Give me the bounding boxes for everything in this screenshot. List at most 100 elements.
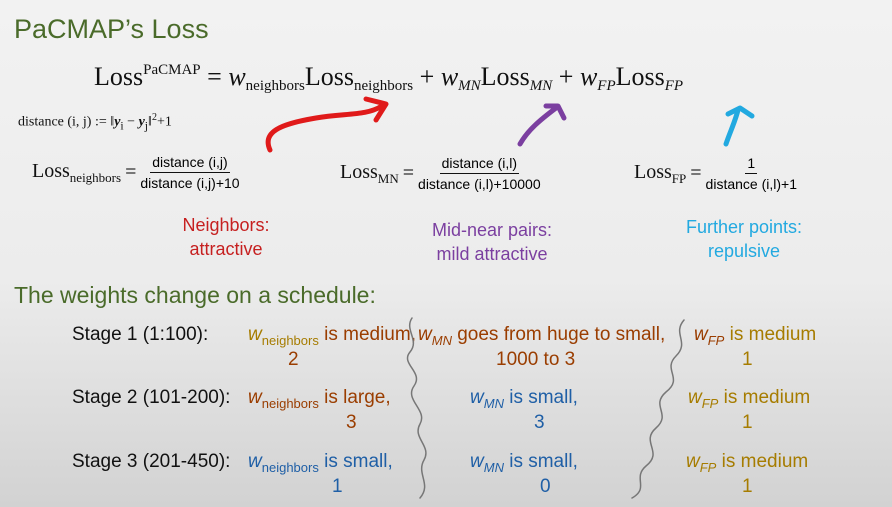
stage-1-neighbors-value: 2 [288,349,299,370]
weight-desc: is small, [503,451,578,472]
weight-desc: is medium [724,324,817,345]
w-sub: FP [699,459,717,475]
stage-1-mn-value: 1000 to 3 [496,349,576,370]
fp-arrowhead-icon [725,105,755,119]
stage-3-fp-weight: wFP is medium [686,451,808,475]
weight-desc: is medium [716,451,809,472]
w-symbol: w [688,387,702,408]
loss-neighbors-sub: neighbors [353,78,414,94]
w-symbol: w [470,451,484,472]
w-sub: MN [483,459,504,475]
loss-mn-sub: MN [529,78,553,94]
stage-2-neighbors-weight: wneighbors is large, [248,387,391,411]
stage-2-fp-weight: wFP is medium [688,387,810,411]
fp-arrow-icon [723,107,741,147]
numerator: distance (i,j) [150,154,230,173]
stage-3-fp-value: 1 [742,476,753,497]
caption-mid-near: Mid-near pairs: mild attractive [412,218,572,266]
mn-arrowhead-icon [543,103,567,121]
equals-sign: = [125,161,137,183]
stage-3-neighbors-value: 1 [332,476,343,497]
stage-2-mn-value: 3 [534,412,545,433]
neighbors-arrow-icon [265,103,385,153]
stage-1-fp-value: 1 [742,349,753,370]
squiggle-divider-right-icon [631,319,685,499]
w-sub: MN [483,395,504,411]
norm-close: ‖ [148,114,152,130]
caption-fp-line1: Further points: [685,217,803,237]
plus-sign-1: + [419,62,435,91]
pacmap-superscript: PaCMAP [143,62,201,78]
stage-2-label: Stage 2 (101-200): [72,387,231,408]
loss-neighbors-fraction: distance (i,j) distance (i,j)+10 [140,154,239,191]
loss-neighbors-word: Loss [304,62,354,91]
w-mn-sub: MN [458,78,481,94]
loss-mn-fraction: distance (i,l) distance (i,l)+10000 [418,155,541,192]
caption-neighbors: Neighbors: attractive [166,213,286,261]
loss-neighbors-formula: Lossneighbors = distance (i,j) distance … [32,154,240,191]
w-symbol: w [248,324,262,345]
stage-3-mn-value: 0 [540,476,551,497]
caption-mn-line2: mild attractive [436,244,548,264]
stage-3-label: Stage 3 (201-450): [72,451,231,472]
loss-mn-formula: LossMN = distance (i,l) distance (i,l)+1… [340,155,541,192]
weight-desc: is large, [318,387,391,408]
y-i: y [114,114,121,130]
equals-sign: = [402,162,415,184]
weight-desc: is small, [318,451,393,472]
mn-arrow-icon [517,105,559,147]
equals-sign: = [690,162,702,184]
caption-further-points: Further points: repulsive [664,215,824,263]
neighbors-arrowhead-icon [363,96,389,123]
w-sub: FP [707,332,725,348]
w-symbol: w [470,387,484,408]
stage-1-label: Stage 1 (1:100): [72,324,209,345]
weight-desc: goes from huge to small, [451,324,666,345]
w-fp-sub: FP [597,78,616,94]
loss-neighbors-name: Loss [32,159,70,182]
loss-word: Loss [94,62,144,91]
loss-fp-fraction: 1 distance (i,l)+1 [706,155,797,192]
w-fp-symbol: w [579,62,598,91]
squared: 2 [151,112,157,123]
equals-sign: = [207,62,222,91]
w-neighbors-symbol: w [228,62,246,91]
i-sub: i [120,119,124,133]
denominator: distance (i,j)+10 [140,175,240,191]
stage-3-mn-weight: wMN is small, [470,451,578,475]
stage-2-neighbors-value: 3 [346,412,357,433]
w-symbol: w [248,451,262,472]
loss-mn-word: Loss [480,62,530,91]
loss-fp-name: Loss [634,160,672,183]
stage-1-neighbors-weight: wneighbors is medium, [248,324,416,348]
w-sub: MN [431,332,452,348]
w-mn-symbol: w [440,62,459,91]
caption-neighbors-line1: Neighbors: [182,215,270,235]
minus: − [123,114,139,130]
weight-desc: is medium [718,387,811,408]
loss-neighbors-name-sub: neighbors [69,169,122,185]
caption-mn-line1: Mid-near pairs: [431,220,553,240]
distance-prefix: distance (i, j) := ‖ [18,114,115,130]
j-sub: j [144,119,149,133]
caption-neighbors-line2: attractive [189,239,263,259]
loss-fp-sub: FP [664,78,684,94]
loss-mn-name: Loss [340,160,378,183]
loss-fp-formula: LossFP = 1 distance (i,l)+1 [634,155,797,192]
w-symbol: w [686,451,700,472]
stage-1-fp-weight: wFP is medium [694,324,816,348]
numerator: 1 [745,155,758,174]
distance-definition: distance (i, j) := ‖yi − yj‖2+1 [18,112,172,132]
denominator: distance (i,l)+1 [705,176,797,192]
plus-sign-2: + [558,62,574,91]
loss-fp-word: Loss [615,62,665,91]
w-symbol: w [248,387,262,408]
squiggle-divider-left-icon [406,317,427,499]
stage-1-mn-weight: wMN goes from huge to small, [418,324,665,348]
loss-mn-name-sub: MN [377,170,399,186]
w-sub: neighbors [261,332,319,348]
loss-fp-name-sub: FP [671,170,687,186]
stage-2-mn-weight: wMN is small, [470,387,578,411]
w-symbol: w [694,324,708,345]
